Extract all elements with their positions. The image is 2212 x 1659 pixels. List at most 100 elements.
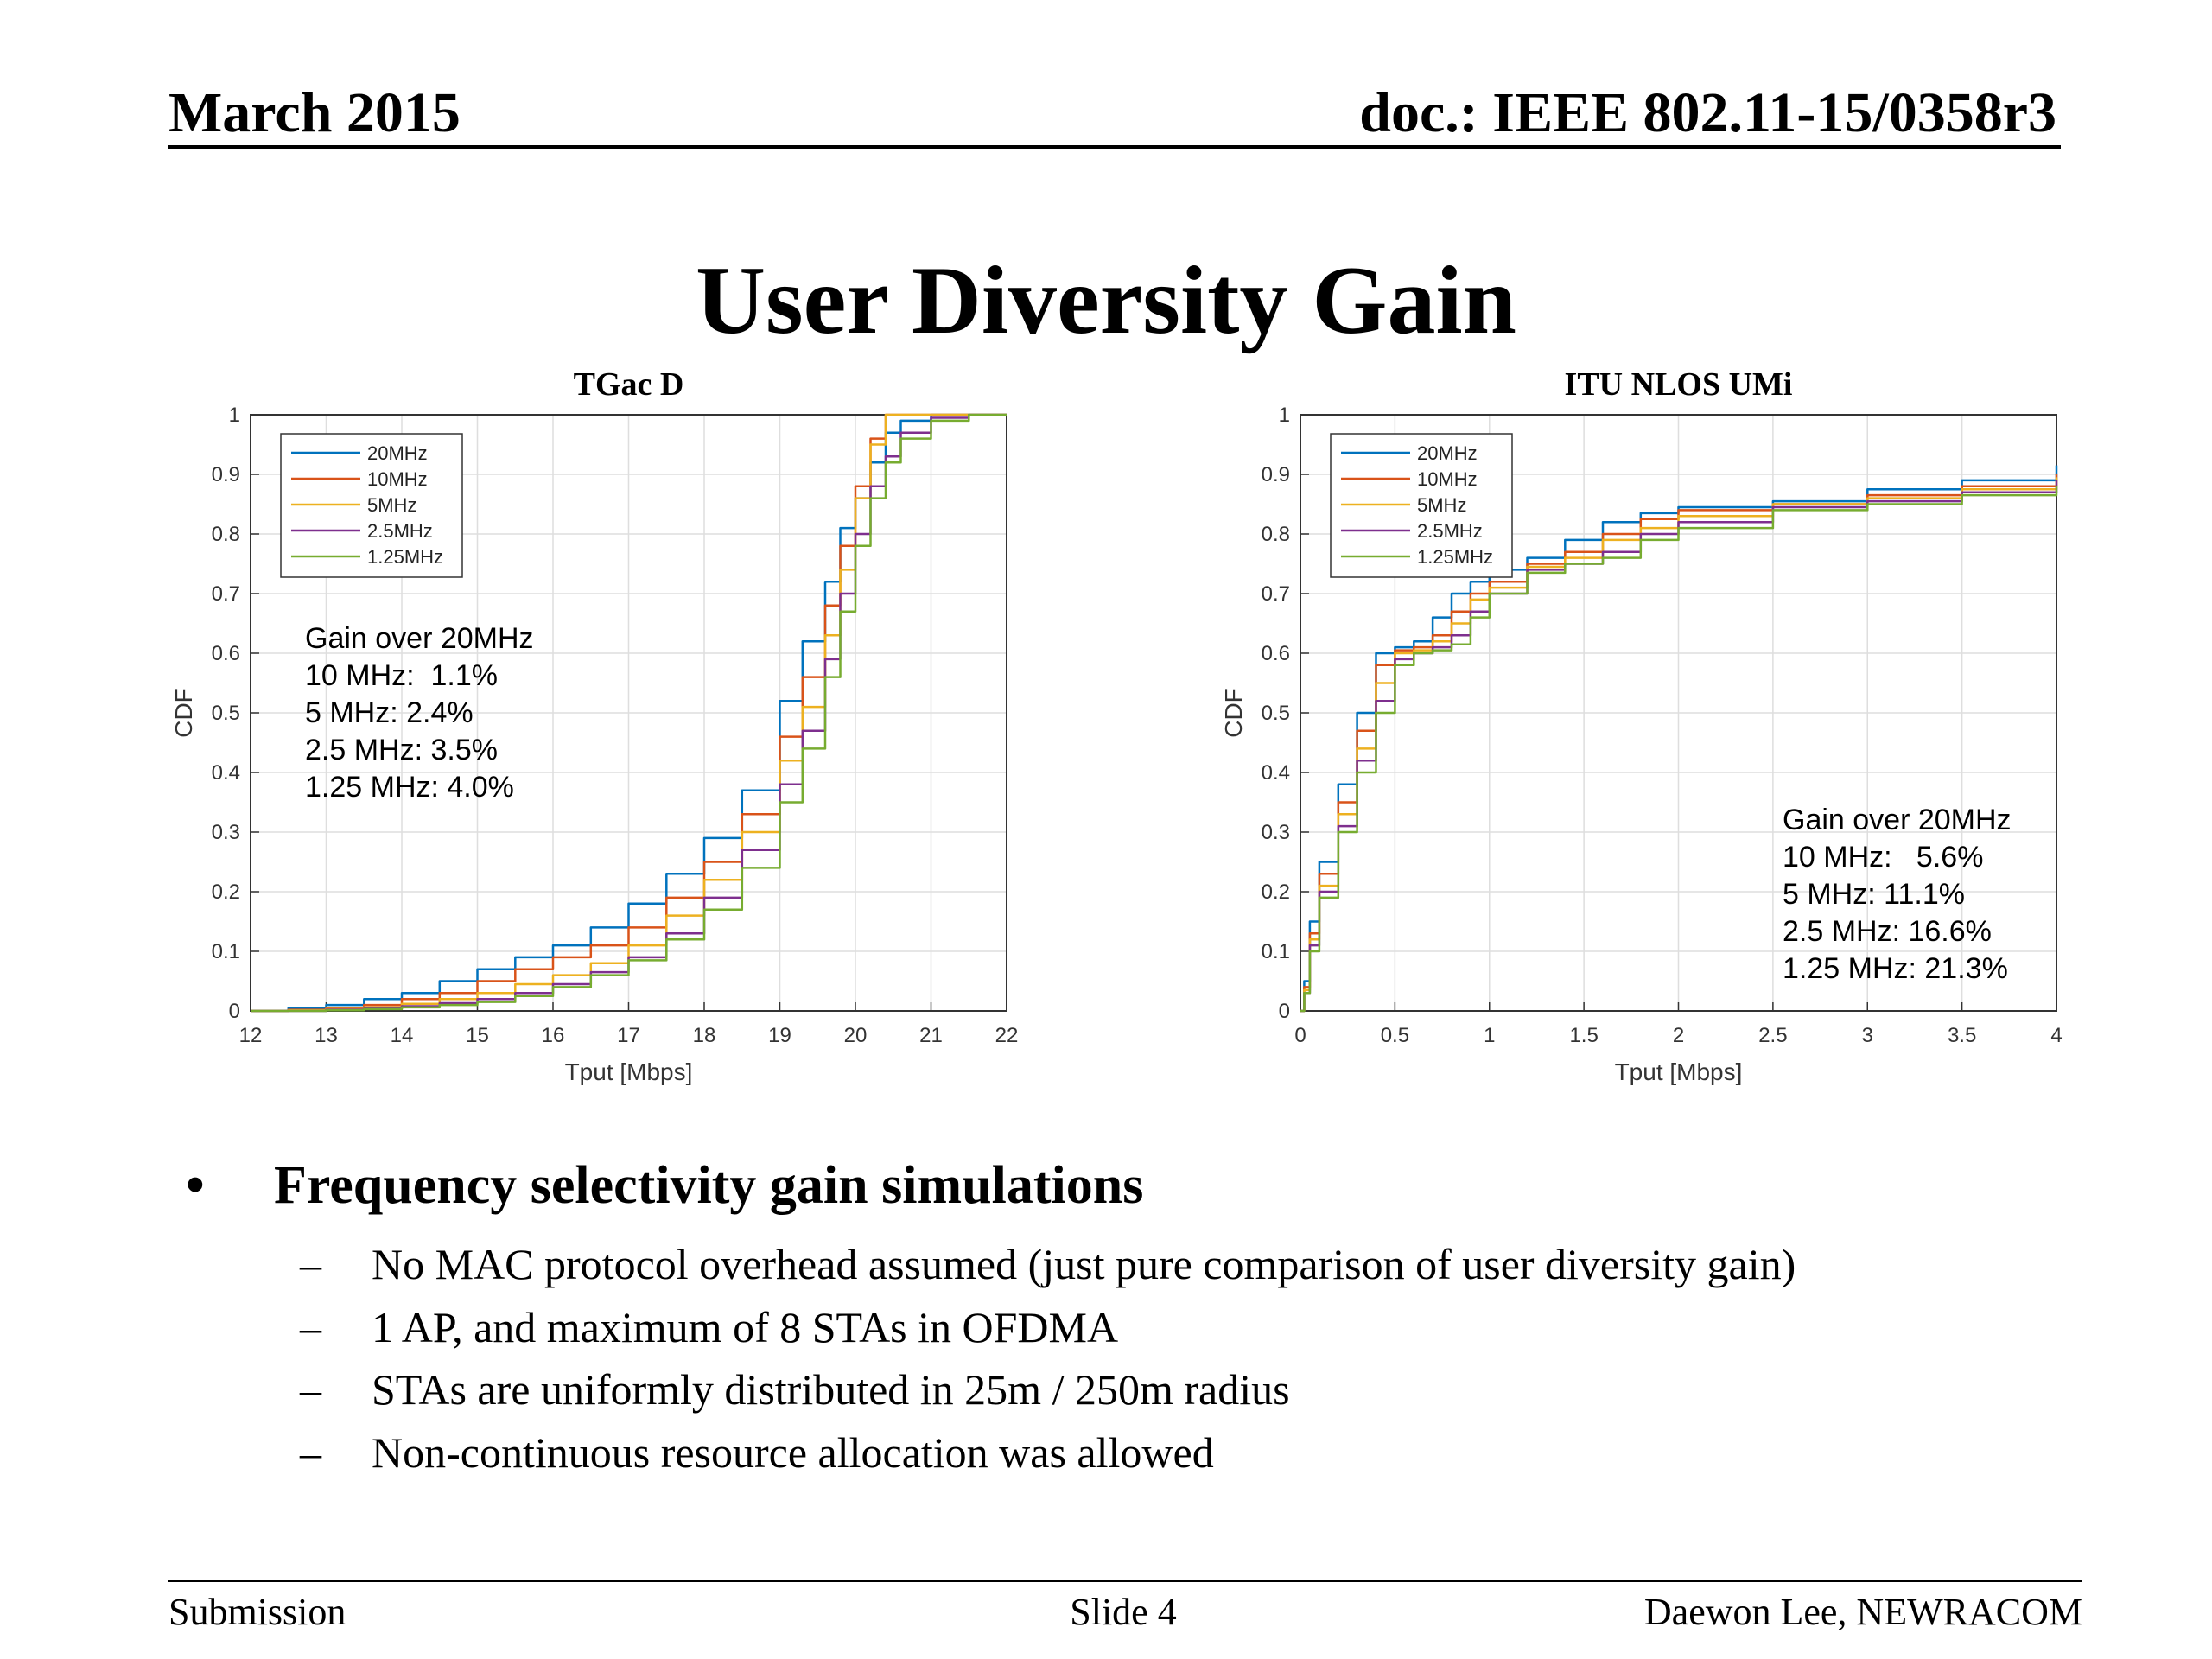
sub-bullet-marker: – [300,1427,321,1477]
x-tick-label: 3 [1862,1024,1873,1047]
sub-bullet-text: No MAC protocol overhead assumed (just p… [372,1240,1796,1289]
y-tick-label: 0.4 [212,761,240,785]
annotation-line: 2.5 MHz: 16.6% [1783,915,1992,948]
sub-bullet: – Non-continuous resource allocation was… [186,1421,2087,1484]
y-tick-label: 0 [1279,1000,1290,1023]
sub-bullet-marker: – [300,1365,321,1414]
y-tick-label: 1 [229,404,240,427]
y-tick-label: 0.9 [212,463,240,486]
x-tick-label: 15 [466,1024,489,1047]
legend: 20MHz 10MHz 5MHz 2.5MHz 1.25MHz [280,433,463,578]
y-tick-label: 0.9 [1262,463,1290,486]
y-tick-label: 0.1 [212,940,240,963]
chart-title: ITU NLOS UMi [1565,367,1793,403]
footer-author: Daewon Lee, NEWRACOM [1643,1591,2082,1633]
footer-divider [168,1580,2082,1582]
annotation-line: Gain over 20MHz [305,622,534,655]
annotation-line: 1.25 MHz: 21.3% [1783,952,2008,985]
annotation-line: 1.25 MHz: 4.0% [305,771,514,804]
sub-bullet-text: 1 AP, and maximum of 8 STAs in OFDMA [372,1302,1119,1351]
x-tick-label: 1.5 [1569,1024,1598,1047]
bullet-list: • Frequency selectivity gain simulations… [186,1154,2087,1484]
y-tick-label: 0.7 [1262,582,1290,606]
annotation-line: Gain over 20MHz [1783,804,2012,836]
y-tick-label: 1 [1279,404,1290,427]
annotation-line: 10 MHz: 1.1% [305,659,498,692]
legend-entry: 2.5MHz [367,520,433,542]
series-line-1_25MHz [1300,486,2058,1013]
bullet-main-text: Frequency selectivity gain simulations [274,1156,1144,1215]
legend-entry: 20MHz [367,442,428,464]
sub-bullet: – STAs are uniformly distributed in 25m … [186,1358,2087,1421]
y-tick-label: 0.2 [1262,880,1290,904]
annotation-line: 5 MHz: 11.1% [1783,878,1965,911]
gain-annotation: Gain over 20MHz 10 MHz: 1.1% 5 MHz: 2.4% 2.… [305,622,534,804]
x-tick-label: 22 [995,1024,1019,1047]
sub-bullet-marker: – [300,1240,321,1289]
slide-title: User Diversity Gain [696,247,1516,354]
chart-svg: TGac D 12 13 14 15 16 17 18 19 20 21 22 0 0.1 0.2 0.3 0.… [170,366,1019,1085]
y-tick-label: 0.5 [212,702,240,725]
x-tick-label: 3.5 [1948,1024,1976,1047]
chart-itu-nlos-umi: ITU NLOS UMi 0 0.5 1 1.5 2 2.5 3 3.5 4 0 0.1 0.2 0.3 0… [1214,366,2078,1102]
y-axis-label: CDF [170,688,197,738]
y-tick-label: 0.2 [212,880,240,904]
x-tick-label: 21 [919,1024,943,1047]
y-tick-label: 0.3 [1262,821,1290,844]
chart-tgac-d: TGac D 12 13 14 15 16 17 18 19 20 21 22 0 0.1 0.2 0.3 0.… [164,366,1028,1102]
y-tick-label: 0.6 [1262,642,1290,665]
sub-bullet-marker: – [300,1302,321,1351]
legend-entry: 1.25MHz [367,546,443,568]
legend-entry: 5MHz [367,494,416,516]
x-tick-label: 0.5 [1381,1024,1409,1047]
legend: 20MHz 10MHz 5MHz 2.5MHz 1.25MHz [1330,433,1513,578]
x-axis-label: Tput [Mbps] [565,1058,693,1085]
y-axis-label: CDF [1220,688,1247,738]
plot-frame [250,414,1007,1012]
y-tick-label: 0.8 [212,523,240,546]
x-tick-label: 0 [1294,1024,1306,1047]
header-date: March 2015 [168,81,461,144]
sub-bullet: – 1 AP, and maximum of 8 STAs in OFDMA [186,1296,2087,1359]
x-tick-label: 2.5 [1758,1024,1787,1047]
y-tick-label: 0.3 [212,821,240,844]
chart-svg: ITU NLOS UMi 0 0.5 1 1.5 2 2.5 3 3.5 4 0 0.1 0.2 0.3 0… [1220,366,2063,1085]
x-tick-label: 16 [542,1024,565,1047]
x-tick-label: 14 [391,1024,414,1047]
x-tick-label: 1 [1484,1024,1495,1047]
sub-bullet-text: STAs are uniformly distributed in 25m / … [372,1365,1290,1414]
plot-frame [1300,414,2057,1012]
footer-submission: Submission [168,1591,346,1633]
x-tick-label: 2 [1673,1024,1684,1047]
y-tick-label: 0.8 [1262,523,1290,546]
sub-bullet-text: Non-continuous resource allocation was a… [372,1427,1214,1477]
x-axis-label: Tput [Mbps] [1615,1058,1743,1085]
sub-bullet: – No MAC protocol overhead assumed (just… [186,1233,2087,1296]
annotation-line: 2.5 MHz: 3.5% [305,734,498,766]
y-tick-label: 0.5 [1262,702,1290,725]
gain-annotation: Gain over 20MHz 10 MHz: 5.6% 5 MHz: 11.1% 2… [1783,804,2012,985]
x-tick-label: 18 [693,1024,716,1047]
y-tick-label: 0.6 [212,642,240,665]
bullet-main: • Frequency selectivity gain simulations [186,1154,2087,1217]
bullet-marker: • [186,1156,205,1215]
header-divider [168,145,2061,149]
chart-title: TGac D [574,367,684,403]
y-tick-label: 0.4 [1262,761,1290,785]
annotation-line: 5 MHz: 2.4% [305,696,474,729]
legend-entry: 20MHz [1417,442,1478,464]
x-tick-label: 13 [315,1024,338,1047]
y-tick-label: 0 [229,1000,240,1023]
footer-slide-number: Slide 4 [1070,1591,1177,1633]
y-tick-label: 0.1 [1262,940,1290,963]
legend-entry: 2.5MHz [1417,520,1483,542]
x-tick-label: 19 [768,1024,791,1047]
legend-entry: 5MHz [1417,494,1466,516]
header-doc-id: doc.: IEEE 802.11-15/0358r3 [1359,81,2056,144]
legend-entry: 10MHz [367,468,428,490]
legend-entry: 10MHz [1417,468,1478,490]
series-line-1_25MHz [251,413,1007,1013]
x-tick-label: 20 [844,1024,868,1047]
annotation-line: 10 MHz: 5.6% [1783,841,1983,874]
x-tick-label: 4 [2050,1024,2062,1047]
